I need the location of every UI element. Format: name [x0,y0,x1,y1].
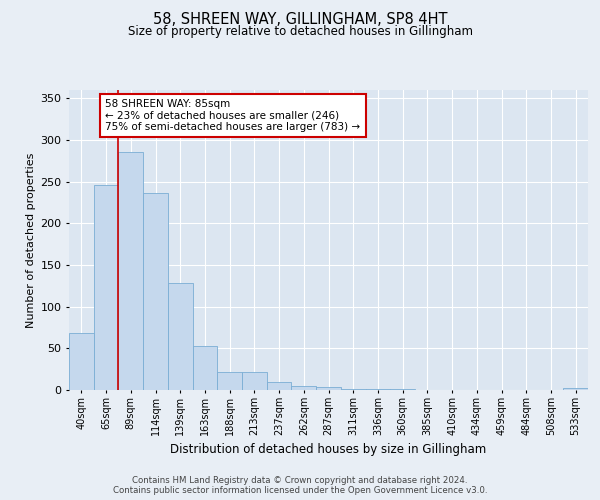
Bar [143,194,168,390]
Text: Size of property relative to detached houses in Gillingham: Size of property relative to detached ho… [128,25,473,38]
Bar [341,389,365,390]
Text: Contains HM Land Registry data © Crown copyright and database right 2024.
Contai: Contains HM Land Registry data © Crown c… [113,476,487,495]
Bar [217,372,242,390]
Bar [390,389,415,390]
Bar [316,386,341,390]
Bar [94,185,118,390]
Bar [168,284,193,390]
Bar [193,346,217,390]
Bar [563,388,588,390]
Bar [267,382,292,390]
X-axis label: Distribution of detached houses by size in Gillingham: Distribution of detached houses by size … [170,444,487,456]
Bar [69,334,94,390]
Bar [242,372,267,390]
Text: 58 SHREEN WAY: 85sqm
← 23% of detached houses are smaller (246)
75% of semi-deta: 58 SHREEN WAY: 85sqm ← 23% of detached h… [106,99,361,132]
Text: 58, SHREEN WAY, GILLINGHAM, SP8 4HT: 58, SHREEN WAY, GILLINGHAM, SP8 4HT [153,12,447,28]
Bar [292,386,316,390]
Bar [365,389,390,390]
Bar [118,152,143,390]
Y-axis label: Number of detached properties: Number of detached properties [26,152,36,328]
